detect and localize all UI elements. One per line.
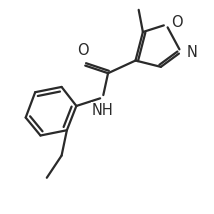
Text: NH: NH — [92, 103, 114, 118]
Text: O: O — [77, 43, 89, 58]
Text: N: N — [186, 45, 197, 59]
Text: O: O — [171, 15, 183, 30]
